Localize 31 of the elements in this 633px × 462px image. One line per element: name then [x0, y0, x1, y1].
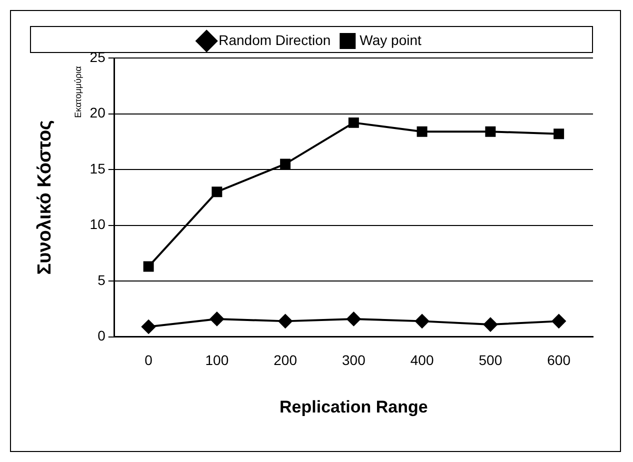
point — [483, 318, 498, 332]
x-tick-label: 100 — [205, 352, 229, 368]
legend-label: Random Direction — [218, 32, 331, 48]
point — [416, 126, 428, 137]
x-tick-label: 200 — [274, 352, 298, 368]
point — [142, 320, 156, 334]
point — [552, 314, 566, 328]
point — [280, 158, 291, 170]
y-tick-label: 5 — [98, 272, 106, 288]
point — [348, 117, 359, 128]
x-tick-label: 500 — [478, 352, 502, 368]
y-tick-label: 15 — [90, 160, 106, 176]
x-axis-title: Replication Range — [280, 397, 428, 416]
point — [554, 128, 564, 140]
x-tick-label: 300 — [342, 352, 366, 368]
y-tick-label: 10 — [90, 216, 106, 232]
point — [212, 186, 222, 198]
legend-label: Way point — [360, 32, 422, 48]
y-tick-label: 0 — [98, 328, 106, 344]
y-tick-label: 20 — [90, 104, 106, 121]
x-tick-label: 400 — [410, 352, 434, 368]
y-axis-title: Συνολικό Κόστος — [34, 120, 56, 275]
point — [415, 314, 430, 328]
x-tick-label: 0 — [144, 352, 153, 368]
point — [143, 261, 154, 272]
x-tick-label: 600 — [547, 352, 571, 368]
point — [346, 312, 361, 326]
point — [278, 314, 292, 328]
point — [485, 126, 496, 137]
point — [210, 312, 224, 326]
text: Εκατομμύρια — [72, 66, 83, 118]
